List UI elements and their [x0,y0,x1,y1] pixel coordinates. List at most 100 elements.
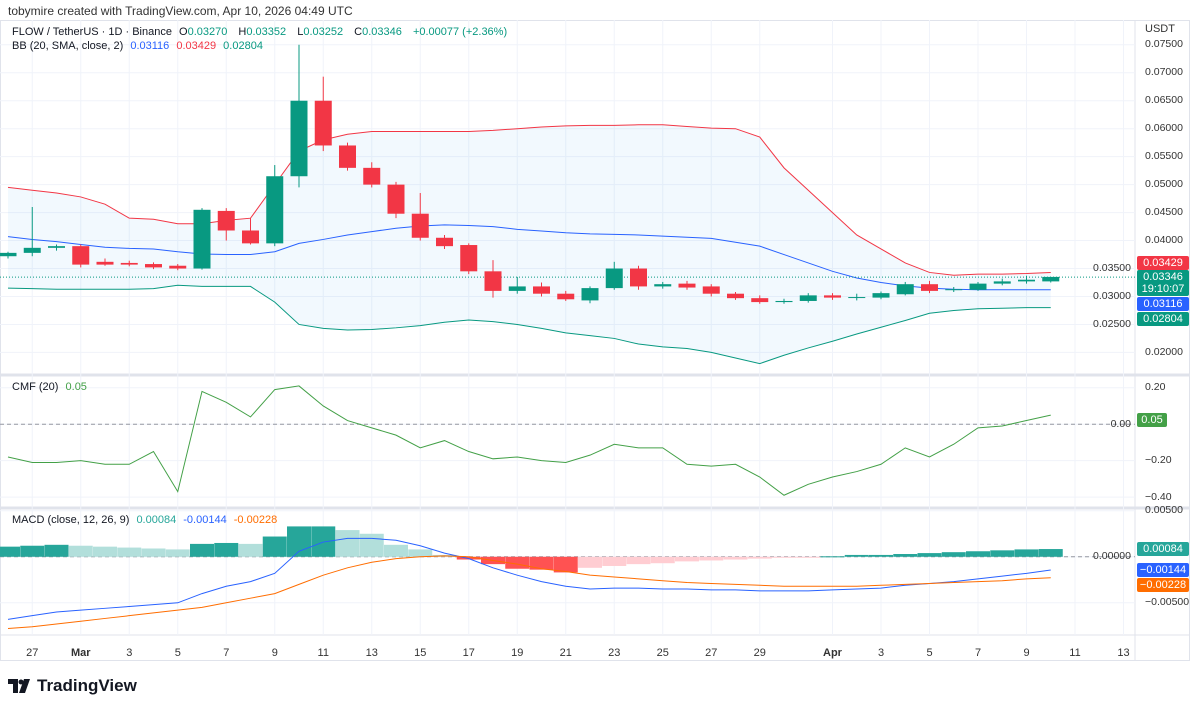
macd-histogram-bar [190,543,214,557]
close-value: 0.03346 [362,26,402,38]
tradingview-logo[interactable]: TradingView [8,676,137,696]
time-axis-label: 13 [1117,647,1130,659]
time-axis-label: 29 [753,647,766,659]
candle-body [290,100,308,177]
bollinger-band-fill [8,124,1051,364]
macd-hist-tag: 0.00084 [1137,542,1189,556]
time-axis-label: 19 [511,647,524,659]
candle-body [799,295,817,301]
macd-histogram-bar [602,556,627,566]
cmf-tag: 0.05 [1137,413,1167,427]
candle-body [339,145,356,168]
chart-frame [0,20,1190,661]
time-axis-label: 15 [414,647,427,659]
macd-histogram-bar [214,542,239,557]
candle-body [605,268,623,289]
macd-histogram-bar [650,556,675,564]
macd-label[interactable]: MACD (close, 12, 26, 9) [12,514,130,526]
macd-histogram-bar [941,552,966,557]
macd-histogram-bar [869,554,893,557]
candle-body [363,167,381,185]
candle-body [484,271,502,291]
price-axis-label: 0.20 [1145,381,1166,394]
price-axis-label: 0.07500 [1145,38,1183,51]
cmf-value: 0.05 [65,381,87,393]
cmf-line [7,385,1051,496]
time-axis-label: 23 [608,647,621,659]
candle-body [921,284,938,291]
bb-upper-tag: 0.03429 [1137,256,1189,270]
macd-signal-value: -0.00228 [233,514,278,526]
price-axis-label: 0.04000 [1145,234,1183,247]
bb-mid-value: 0.03116 [130,40,170,52]
candle-body [460,245,478,272]
candle-body [242,230,259,244]
bb-lower-tag: 0.02804 [1137,312,1189,326]
bb-label[interactable]: BB (20, SMA, close, 2) [12,40,124,52]
macd-histogram-bar [165,549,190,557]
candle-body [630,268,647,287]
macd-line-value: -0.00144 [183,514,227,526]
macd-histogram-bar [893,554,918,557]
bb-upper-value: 0.03429 [176,40,217,52]
time-axis-label: 11 [317,647,329,659]
macd-signal-line [7,555,1051,630]
macd-histogram-bar [1038,549,1063,557]
candle-body [120,262,138,265]
macd-legend: MACD (close, 12, 26, 9) 0.00084 -0.00144… [12,514,281,527]
macd-histogram-bar [966,551,990,557]
candle-body [314,100,332,146]
macd-histogram-bar [626,556,651,565]
candle-body [217,210,235,231]
macd-histogram-bar [505,556,530,569]
candle-body [411,213,429,238]
symbol-name[interactable]: FLOW / TetherUS · 1D · Binance [12,26,172,38]
macd-histogram-bar [578,556,602,568]
price-axis-label: 0.00500 [1145,504,1183,517]
time-axis-label: 5 [174,647,181,659]
candle-body [48,246,65,248]
time-axis-label: 27 [26,647,39,659]
currency-label[interactable]: USDT [1145,23,1175,35]
macd-histogram-bar [359,533,384,557]
candle-body [727,293,744,299]
price-axis-label: 0.02000 [1145,345,1183,358]
macd-histogram-bar [796,556,821,558]
high-value: 0.03352 [246,26,287,38]
price-axis-label: −0.40 [1145,490,1172,503]
macd-histogram-bar [675,556,699,562]
candle-body [993,281,1011,284]
candle-body [775,300,793,303]
macd-histogram-bar [93,546,117,557]
price-axis-label: 0.05000 [1145,178,1183,191]
time-axis-label: 7 [223,647,230,659]
cmf-label[interactable]: CMF (20) [12,381,59,393]
macd-histogram-bar [747,556,772,559]
candle-body [387,184,405,214]
macd-line-tag: −0.00144 [1137,563,1189,577]
macd-histogram-bar [917,553,942,557]
macd-histogram-bar [384,544,408,557]
bb-mid-line [7,224,1051,291]
candle-body [751,298,769,303]
price-axis-label: 0.04500 [1145,206,1183,219]
candle-body [145,264,162,268]
price-axis-label: 0.00 [1110,417,1131,430]
macd-histogram-bar [820,556,845,558]
price-axis-label: 0.07000 [1145,66,1183,79]
tradingview-logo-icon [8,679,30,693]
candle-body [169,265,187,269]
cmf-legend: CMF (20) 0.05 [12,381,91,394]
candle-body [678,283,696,288]
macd-histogram-bar [0,546,20,557]
candle-body [969,283,987,290]
candle-body [533,286,550,294]
candle-body [193,209,211,269]
bb-lower-line [7,284,1051,365]
open-value: 0.03270 [187,26,228,38]
time-axis-label: 5 [926,647,933,659]
macd-hist-value: 0.00084 [136,514,177,526]
change-value: +0.00077 (+2.36%) [412,26,508,38]
macd-histogram-bar [141,548,166,557]
